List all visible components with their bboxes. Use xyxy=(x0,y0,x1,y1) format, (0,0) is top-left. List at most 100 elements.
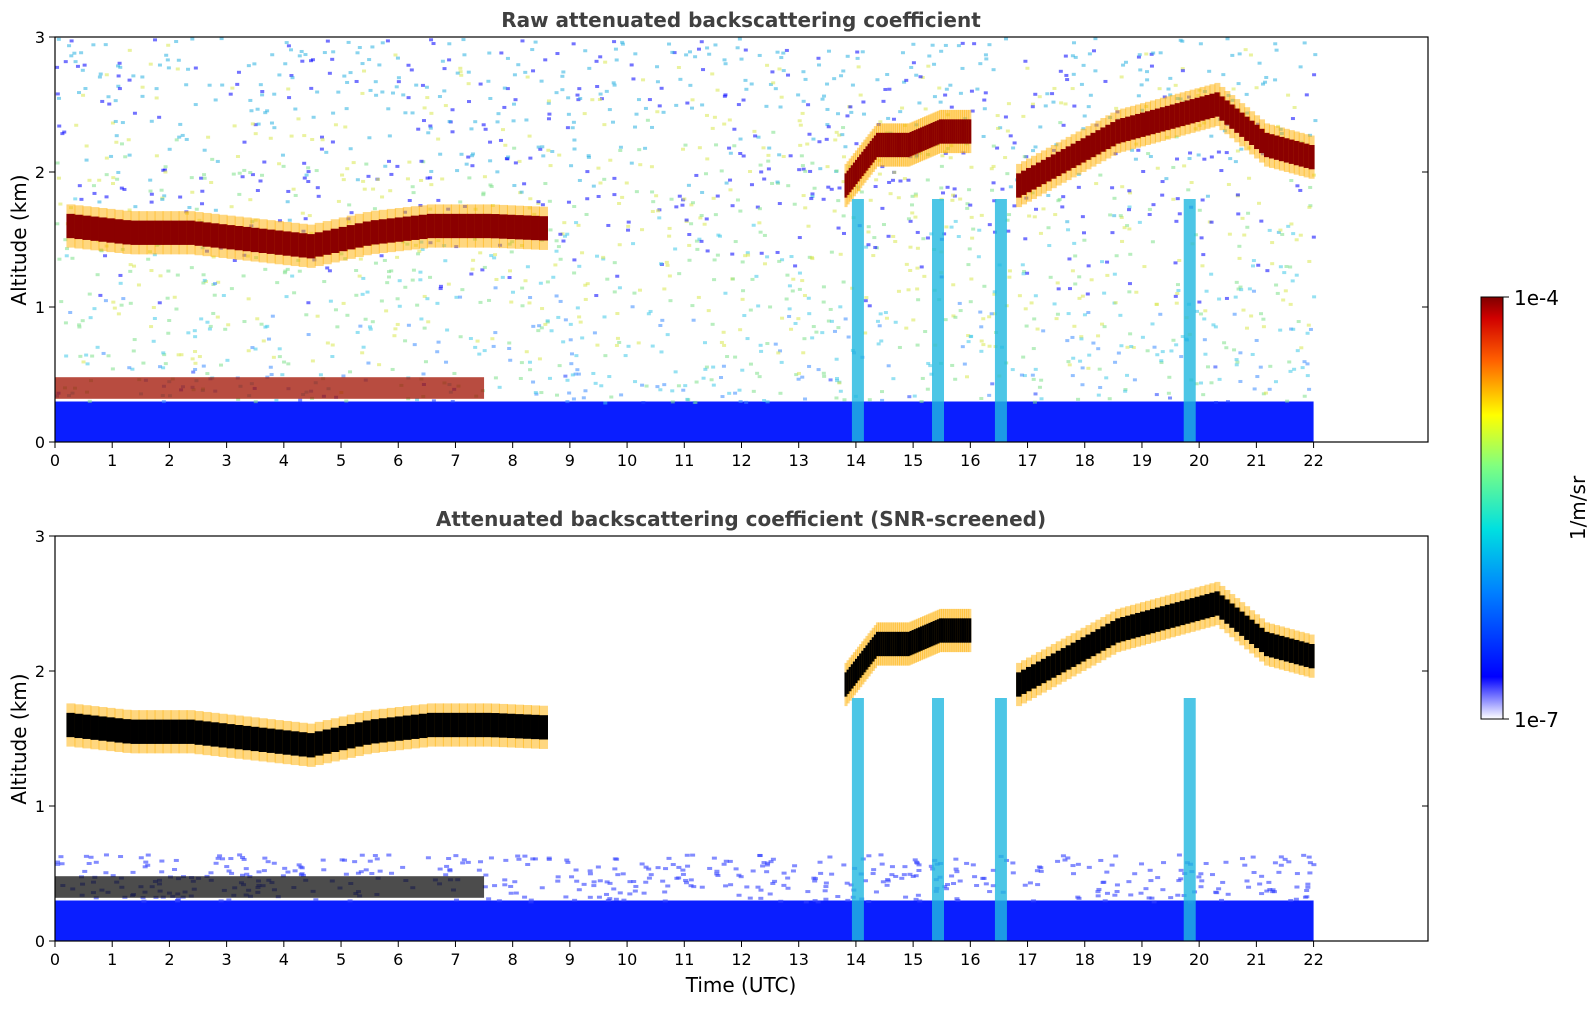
noise-speckle xyxy=(1176,288,1181,292)
aerosol-speckle xyxy=(226,898,232,902)
cloud-core xyxy=(234,725,244,750)
noise-speckle xyxy=(274,398,279,402)
x-tick-label: 11 xyxy=(674,950,694,969)
noise-speckle xyxy=(801,167,806,171)
cloud-core xyxy=(234,226,244,251)
noise-speckle xyxy=(508,269,513,273)
noise-speckle xyxy=(280,373,285,377)
x-tick-label: 18 xyxy=(1075,950,1095,969)
noise-speckle xyxy=(1241,308,1246,312)
noise-speckle xyxy=(421,119,426,123)
noise-speckle xyxy=(868,198,873,202)
noise-speckle xyxy=(177,135,182,139)
noise-speckle xyxy=(746,253,751,257)
aerosol-speckle xyxy=(596,895,602,899)
cloud-core xyxy=(1273,135,1280,160)
noise-speckle xyxy=(209,180,214,184)
noise-speckle xyxy=(1307,387,1312,391)
noise-speckle xyxy=(766,153,771,157)
noise-speckle xyxy=(316,194,321,198)
aerosol-speckle xyxy=(714,872,720,876)
cloud-core xyxy=(138,719,148,744)
noise-speckle xyxy=(1121,63,1126,67)
noise-speckle xyxy=(992,290,997,294)
cloud-core xyxy=(848,666,852,692)
noise-speckle xyxy=(577,87,582,91)
noise-speckle xyxy=(1032,317,1037,321)
noise-speckle xyxy=(938,100,943,104)
noise-speckle xyxy=(836,326,841,330)
cloud-core xyxy=(857,157,861,182)
cloud-core xyxy=(1159,107,1166,132)
noise-speckle xyxy=(891,377,896,381)
noise-speckle xyxy=(572,258,577,262)
noise-speckle xyxy=(920,75,925,79)
noise-speckle xyxy=(1228,157,1233,161)
aerosol-speckle xyxy=(1098,858,1104,862)
noise-speckle xyxy=(581,396,586,400)
noise-speckle xyxy=(531,324,536,328)
noise-speckle xyxy=(146,257,151,261)
noise-speckle xyxy=(186,331,191,335)
cloud-core xyxy=(886,132,890,158)
noise-speckle xyxy=(1032,400,1037,404)
noise-speckle xyxy=(672,51,677,55)
noise-speckle xyxy=(950,198,955,202)
aerosol-speckle xyxy=(955,898,961,902)
noise-speckle xyxy=(568,338,573,342)
noise-speckle xyxy=(1168,76,1173,80)
noise-speckle xyxy=(826,185,831,189)
noise-speckle xyxy=(1080,366,1085,370)
noise-speckle xyxy=(361,179,366,183)
aerosol-speckle xyxy=(1086,865,1092,869)
noise-speckle xyxy=(429,38,434,42)
noise-speckle xyxy=(1164,177,1169,181)
noise-speckle xyxy=(1118,214,1123,218)
noise-speckle xyxy=(694,239,699,243)
noise-speckle xyxy=(789,327,794,331)
noise-speckle xyxy=(284,295,289,299)
cloud-core xyxy=(194,720,204,745)
noise-speckle xyxy=(302,176,307,180)
cloud-core xyxy=(901,631,905,657)
plot-area-1 xyxy=(55,37,1318,442)
noise-speckle xyxy=(810,161,815,165)
noise-speckle xyxy=(293,107,298,111)
colorbar-unit-label: 1/m/sr xyxy=(1566,475,1590,540)
noise-speckle xyxy=(1027,214,1032,218)
noise-speckle xyxy=(1079,82,1084,86)
noise-speckle xyxy=(626,220,631,224)
noise-speckle xyxy=(953,315,958,319)
noise-speckle xyxy=(111,176,116,180)
noise-speckle xyxy=(1129,344,1134,348)
noise-speckle xyxy=(1136,148,1141,152)
cloud-core xyxy=(1244,615,1251,640)
noise-speckle xyxy=(687,243,692,247)
aerosol-speckle xyxy=(781,883,787,887)
noise-speckle xyxy=(629,63,634,67)
noise-speckle xyxy=(626,224,631,228)
noise-speckle xyxy=(733,391,738,395)
noise-speckle xyxy=(713,43,718,47)
noise-speckle xyxy=(483,127,488,131)
noise-speckle xyxy=(325,39,330,43)
noise-speckle xyxy=(554,294,559,298)
noise-speckle xyxy=(1130,148,1135,152)
cloud-core xyxy=(867,143,871,168)
cloud-core xyxy=(266,728,276,753)
aerosol-speckle xyxy=(707,866,713,870)
noise-speckle xyxy=(1171,338,1176,342)
noise-speckle xyxy=(835,376,840,380)
aerosol-speckle xyxy=(944,887,950,891)
noise-speckle xyxy=(219,37,224,41)
noise-speckle xyxy=(1250,352,1255,356)
noise-speckle xyxy=(1103,79,1108,83)
noise-speckle xyxy=(768,305,773,309)
noise-speckle xyxy=(1146,152,1151,156)
cloud-core xyxy=(522,714,532,739)
noise-speckle xyxy=(470,164,475,168)
noise-speckle xyxy=(1082,114,1087,118)
cloud-core xyxy=(1105,623,1112,649)
noise-speckle xyxy=(394,85,399,89)
noise-speckle xyxy=(1137,53,1142,57)
